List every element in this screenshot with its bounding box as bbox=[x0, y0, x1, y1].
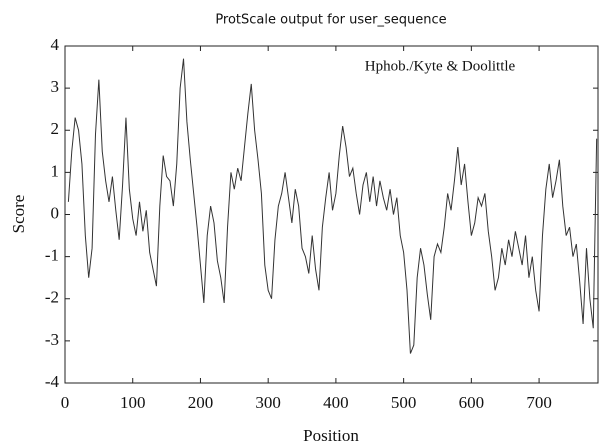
chart-title: ProtScale output for user_sequence bbox=[215, 13, 446, 28]
y-tick-label: -2 bbox=[45, 288, 59, 307]
x-tick-label: 200 bbox=[188, 393, 214, 412]
y-tick-label: -3 bbox=[45, 330, 59, 349]
y-tick-label: 2 bbox=[51, 119, 60, 138]
x-axis-label: Position bbox=[303, 426, 359, 445]
x-tick-label: 300 bbox=[255, 393, 281, 412]
x-tick-label: 700 bbox=[526, 393, 552, 412]
x-tick-label: 0 bbox=[61, 393, 70, 412]
y-tick-label: -1 bbox=[45, 246, 59, 265]
x-tick-label: 400 bbox=[323, 393, 349, 412]
y-tick-label: 4 bbox=[51, 35, 60, 54]
y-tick-label: 1 bbox=[51, 161, 60, 180]
y-tick-label: 0 bbox=[51, 203, 60, 222]
plot-frame bbox=[64, 45, 599, 384]
y-tick-label: 3 bbox=[51, 77, 60, 96]
y-axis-label: Score bbox=[9, 195, 28, 234]
data-line bbox=[67, 58, 598, 354]
y-tick-label: -4 bbox=[45, 372, 60, 391]
x-tick-label: 500 bbox=[391, 393, 417, 412]
x-tick-label: 100 bbox=[120, 393, 146, 412]
annotation: Hphob./Kyte & Doolittle bbox=[365, 58, 516, 74]
x-tick-label: 600 bbox=[459, 393, 485, 412]
